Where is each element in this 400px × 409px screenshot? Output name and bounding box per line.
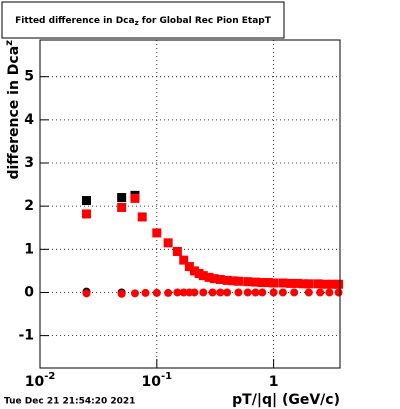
marker-circle xyxy=(117,289,126,298)
marker-circle xyxy=(269,288,278,297)
marker-square xyxy=(117,202,127,212)
marker-circle xyxy=(152,288,161,297)
marker-square xyxy=(243,277,253,287)
marker-circle xyxy=(216,288,225,297)
frame xyxy=(39,39,341,369)
marker-square xyxy=(117,193,127,203)
marker-square xyxy=(292,278,302,288)
marker-circle xyxy=(173,288,182,297)
marker-square xyxy=(204,272,214,282)
marker-square xyxy=(152,228,162,238)
marker-square xyxy=(198,271,208,281)
marker-square xyxy=(251,277,261,287)
marker-circle xyxy=(251,288,260,297)
marker-square xyxy=(81,196,91,206)
marker-square xyxy=(334,279,344,289)
marker-circle xyxy=(290,288,299,297)
marker-square xyxy=(228,276,238,286)
marker-square xyxy=(81,209,91,219)
marker-circle xyxy=(164,288,173,297)
marker-circle xyxy=(199,288,208,297)
marker-square xyxy=(130,193,140,203)
x-tick-exponent: -2 xyxy=(44,371,55,382)
marker-square xyxy=(137,212,147,222)
marker-square xyxy=(209,274,219,284)
marker-circle xyxy=(82,289,91,298)
marker-square xyxy=(313,279,323,289)
marker-circle xyxy=(334,288,343,297)
marker-circle xyxy=(316,288,325,297)
y-tick-label: -1 xyxy=(18,328,34,344)
marker-circle xyxy=(190,288,199,297)
marker-circle xyxy=(304,288,313,297)
y-label-subscript: z xyxy=(4,40,15,46)
marker-circle xyxy=(243,288,252,297)
marker-circle xyxy=(234,288,243,297)
marker-square xyxy=(179,255,189,265)
title-text: Fitted difference in Dca xyxy=(15,16,134,26)
marker-square xyxy=(298,279,308,289)
x-tick-label: 1 xyxy=(269,374,279,390)
marker-square xyxy=(304,279,314,289)
x-tick-base: 10 xyxy=(142,374,162,390)
x-tick-label: 10-2 xyxy=(25,371,56,390)
marker-square xyxy=(257,278,267,288)
title-text: for Global Rec Pion EtapT xyxy=(139,16,272,26)
marker-circle xyxy=(141,288,150,297)
y-tick-label: 2 xyxy=(24,198,34,214)
marker-square xyxy=(233,276,243,286)
marker-square xyxy=(263,278,273,288)
y-tick-label: 4 xyxy=(24,112,34,128)
marker-circle xyxy=(179,288,188,297)
marker-circle xyxy=(223,288,232,297)
marker-square xyxy=(286,278,296,288)
title-subscript: z xyxy=(135,19,139,27)
y-tick-label: 0 xyxy=(24,284,34,300)
marker-square xyxy=(278,278,288,288)
x-tick-exponent: -1 xyxy=(161,371,172,382)
marker-square xyxy=(184,262,194,272)
y-label-text: difference in Dca xyxy=(6,46,22,180)
marker-square xyxy=(222,275,232,285)
y-tick-label: 3 xyxy=(24,155,34,171)
marker-circle xyxy=(130,289,139,298)
timestamp: Tue Dec 21 21:54:20 2021 xyxy=(4,397,135,407)
marker-circle xyxy=(325,288,334,297)
x-tick-base: 10 xyxy=(25,374,45,390)
y-tick-label: 5 xyxy=(24,69,34,85)
marker-square xyxy=(328,279,338,289)
x-tick-label: 10-1 xyxy=(142,371,173,390)
marker-square xyxy=(269,278,279,288)
marker-circle xyxy=(258,288,267,297)
x-axis-label: pT/|q| (GeV/c) xyxy=(232,392,340,408)
marker-square xyxy=(321,279,331,289)
marker-square xyxy=(172,246,182,256)
marker-square xyxy=(189,266,199,276)
marker-square xyxy=(163,238,173,248)
y-axis-label: difference in Dcaz xyxy=(4,40,22,180)
chart-title: Fitted difference in Dcaz for Global Rec… xyxy=(15,16,272,28)
marker-square xyxy=(215,275,225,285)
title-box xyxy=(1,1,285,39)
y-tick-label: 1 xyxy=(24,241,34,257)
marker-circle xyxy=(208,288,217,297)
marker-circle xyxy=(278,288,287,297)
